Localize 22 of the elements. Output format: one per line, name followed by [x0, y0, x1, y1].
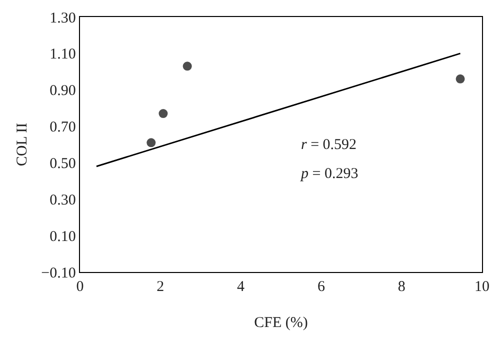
- x-axis-title: CFE (%): [254, 315, 308, 332]
- y-tick-label: −0.10: [41, 265, 76, 282]
- y-tick-label: 0.90: [50, 83, 76, 100]
- y-tick-label: 0.70: [50, 120, 76, 136]
- y-tick-label: 1.30: [50, 10, 76, 26]
- x-tick-label: 6: [317, 279, 326, 296]
- x-tick-label: 4: [237, 279, 246, 296]
- y-tick-label: 0.10: [50, 228, 76, 245]
- point: [182, 62, 192, 71]
- annotation: p = 0.293: [300, 166, 358, 182]
- y-tick-label: 0.50: [50, 156, 76, 172]
- point: [456, 74, 465, 84]
- point: [146, 138, 156, 148]
- y-tick-label: 0.30: [50, 192, 76, 208]
- x-tick-label: 0: [76, 279, 84, 296]
- annotation: r = 0.592: [301, 137, 357, 153]
- x-tick-label: 2: [156, 279, 164, 296]
- y-axis-title: COL II: [14, 122, 30, 166]
- x-tick-label: 8: [398, 279, 406, 296]
- x-tick-label: 10: [474, 279, 490, 296]
- y-tick-label: 1.10: [50, 46, 76, 63]
- point: [158, 109, 168, 118]
